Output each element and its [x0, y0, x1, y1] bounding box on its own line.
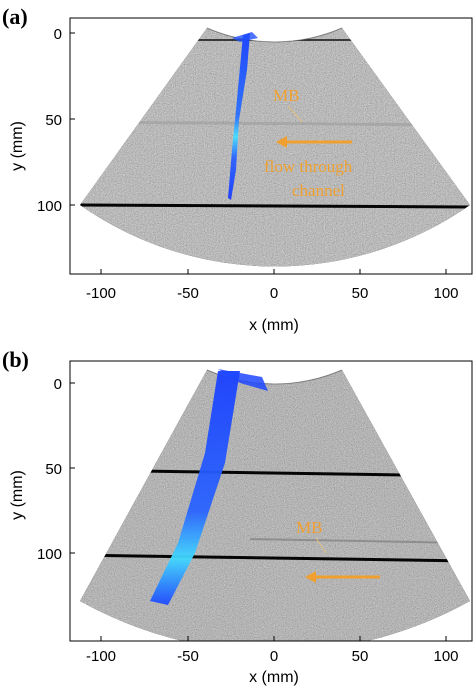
mb-label: MB [296, 518, 322, 537]
x-tick-label: 100 [433, 648, 458, 665]
axes-frame [69, 17, 473, 275]
y-axis: 0 50 100 y (mm) [9, 376, 75, 563]
microbubble-track [228, 33, 250, 200]
y-tick-label: 50 [45, 112, 62, 129]
x-axis-title: x (mm) [249, 669, 299, 686]
x-axis-title: x (mm) [249, 317, 299, 334]
panel-label: (a) [2, 4, 28, 29]
flow-label-line2: channel [292, 181, 345, 200]
mb-pointer [315, 537, 327, 554]
y-tick-label: 100 [37, 546, 62, 563]
figure-panel-a: (a) [0, 0, 474, 343]
y-tick-label: 0 [54, 26, 62, 43]
y-tick-label: 100 [37, 198, 62, 215]
x-axis: -100 -50 0 50 100 x (mm) [86, 636, 459, 686]
x-tick-label: 50 [352, 285, 369, 302]
flow-arrow-head [276, 136, 287, 148]
ultrasound-image [80, 370, 470, 641]
axes-frame [69, 360, 473, 642]
figure-panel-b: (b) [0, 343, 474, 687]
y-axis-title: y (mm) [9, 121, 26, 171]
x-tick-label: -50 [177, 648, 199, 665]
x-tick-label: 50 [352, 648, 369, 665]
microbubble-track [150, 371, 240, 605]
x-tick-label: 0 [270, 285, 278, 302]
mb-pointer [287, 105, 303, 123]
x-tick-label: 0 [270, 648, 278, 665]
x-axis: -100 -50 0 50 100 x (mm) [86, 269, 459, 334]
y-tick-label: 0 [54, 376, 62, 393]
panel-label: (b) [2, 347, 29, 372]
mb-label: MB [273, 86, 299, 105]
ultrasound-plot-b: MB 0 50 100 y (mm) -100 -50 0 50 100 x (… [9, 360, 473, 686]
y-axis-title: y (mm) [9, 470, 26, 520]
x-tick-label: -50 [177, 285, 199, 302]
flow-label-line1: flow through [264, 157, 353, 176]
microbubble-track-head [218, 369, 268, 391]
x-tick-label: 100 [433, 285, 458, 302]
y-axis: 0 50 100 y (mm) [9, 26, 75, 215]
ultrasound-plot-a: MB flow through channel 0 50 100 y (mm) … [9, 17, 473, 334]
x-tick-label: -100 [86, 648, 116, 665]
y-tick-label: 50 [45, 461, 62, 478]
microbubble-track-head [232, 32, 258, 42]
flow-arrow-head [305, 571, 316, 583]
x-tick-label: -100 [86, 285, 116, 302]
